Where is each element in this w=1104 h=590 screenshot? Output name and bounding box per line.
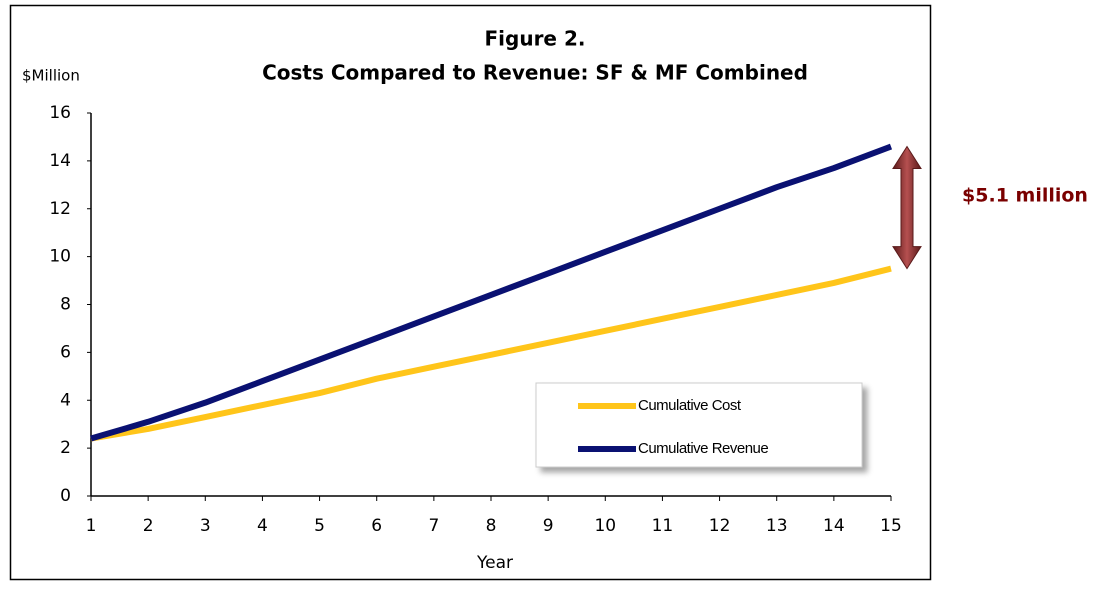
y-tick-label: 0 xyxy=(60,486,71,506)
series-line xyxy=(90,265,892,442)
x-tick-label: 5 xyxy=(314,516,325,536)
y-tick-label: 12 xyxy=(49,199,71,219)
x-tick-label: 10 xyxy=(594,516,616,536)
x-tick-label: 12 xyxy=(709,516,731,536)
y-tick-label: 2 xyxy=(60,438,71,458)
x-tick-label: 13 xyxy=(766,516,788,536)
x-tick-label: 2 xyxy=(143,516,154,536)
x-tick-label: 3 xyxy=(200,516,211,536)
y-tick-label: 6 xyxy=(60,342,71,362)
x-tick-label: 6 xyxy=(371,516,382,536)
y-tick-label: 16 xyxy=(49,103,71,123)
y-tick-label: 4 xyxy=(60,390,71,410)
y-tick-label: 8 xyxy=(60,295,71,315)
x-tick-label: 4 xyxy=(257,516,268,536)
chart-title: Figure 2. xyxy=(485,27,586,51)
series-line xyxy=(90,143,893,442)
legend-label: Cumulative Revenue xyxy=(638,440,768,457)
x-tick-label: 1 xyxy=(86,516,97,536)
x-tick-label: 9 xyxy=(543,516,554,536)
x-tick-label: 11 xyxy=(652,516,674,536)
y-tick-label: 10 xyxy=(49,247,71,267)
x-tick-label: 7 xyxy=(428,516,439,536)
chart-subtitle: Costs Compared to Revenue: SF & MF Combi… xyxy=(262,61,808,85)
y-tick-label: 14 xyxy=(49,151,71,171)
x-tick-label: 8 xyxy=(486,516,497,536)
y-axis-label: $Million xyxy=(22,67,80,85)
difference-arrow xyxy=(892,145,922,270)
annotation: $5.1 million xyxy=(962,185,1088,207)
x-tick-label: 15 xyxy=(880,516,902,536)
legend-box xyxy=(535,382,863,468)
x-axis-label: Year xyxy=(476,553,513,573)
x-tick-label: 14 xyxy=(823,516,845,536)
legend-label: Cumulative Cost xyxy=(638,397,742,414)
legend: Cumulative Cost Cumulative Revenue xyxy=(535,382,863,468)
